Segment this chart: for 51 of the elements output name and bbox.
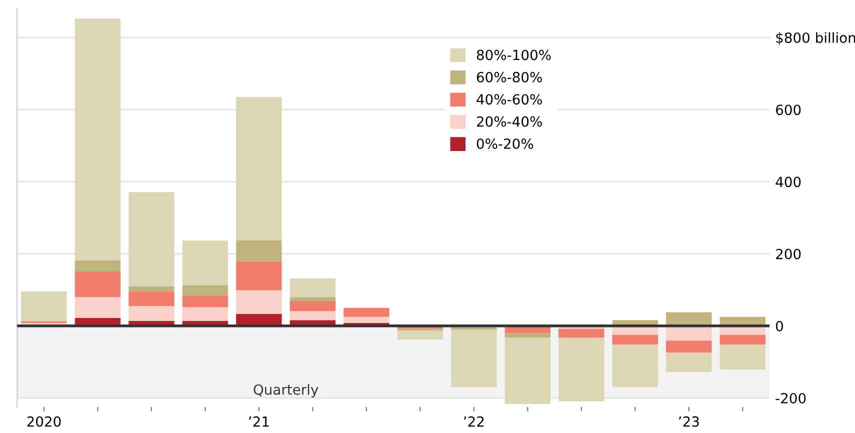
bar	[182, 285, 228, 296]
bar	[344, 316, 390, 324]
bar	[344, 308, 390, 317]
legend-label: 80%-100%	[476, 50, 551, 60]
bar	[236, 290, 282, 314]
bar	[290, 278, 336, 298]
bar	[74, 271, 121, 298]
x-tick-label: ’22	[464, 416, 484, 427]
annotation: Quarterly	[254, 384, 318, 398]
bar	[451, 330, 497, 388]
x-tick-label: ’23	[679, 416, 699, 427]
legend-label: 40%-60%	[476, 94, 542, 105]
bar	[236, 96, 282, 240]
bar	[504, 338, 550, 404]
y-tick-label: $800 billion	[776, 32, 855, 45]
x-tick-label: 2020	[27, 416, 61, 427]
bar	[128, 192, 174, 286]
x-tick-label: ’21	[249, 416, 269, 427]
bar	[558, 328, 604, 338]
bar	[236, 240, 282, 262]
y-tick-label: 400	[776, 176, 801, 188]
bar	[74, 18, 121, 260]
bar	[74, 260, 121, 272]
bar	[720, 344, 766, 370]
y-tick-label: -200	[776, 392, 806, 404]
bar	[128, 286, 174, 292]
bar	[666, 340, 712, 353]
bar	[182, 307, 228, 321]
legend-label: 60%-80%	[476, 72, 542, 82]
bar	[290, 311, 336, 320]
y-tick-label: 200	[776, 248, 801, 260]
bar	[504, 333, 550, 338]
bar	[290, 297, 336, 302]
bar	[74, 297, 121, 318]
bar	[182, 295, 228, 308]
bar	[128, 291, 174, 306]
bar	[666, 352, 712, 372]
bar	[612, 344, 658, 388]
bar	[558, 338, 604, 402]
legend-label: 0%-20%	[476, 138, 534, 149]
bar	[182, 240, 228, 286]
bar	[290, 301, 336, 312]
legend-label: 20%-40%	[476, 116, 542, 127]
bar	[397, 330, 444, 340]
y-tick-label: 0	[776, 320, 783, 332]
bar	[128, 306, 174, 321]
bar	[720, 334, 766, 345]
y-tick-label: 600	[776, 104, 801, 116]
bar	[21, 291, 67, 322]
bar	[236, 261, 282, 290]
bar	[612, 334, 658, 345]
